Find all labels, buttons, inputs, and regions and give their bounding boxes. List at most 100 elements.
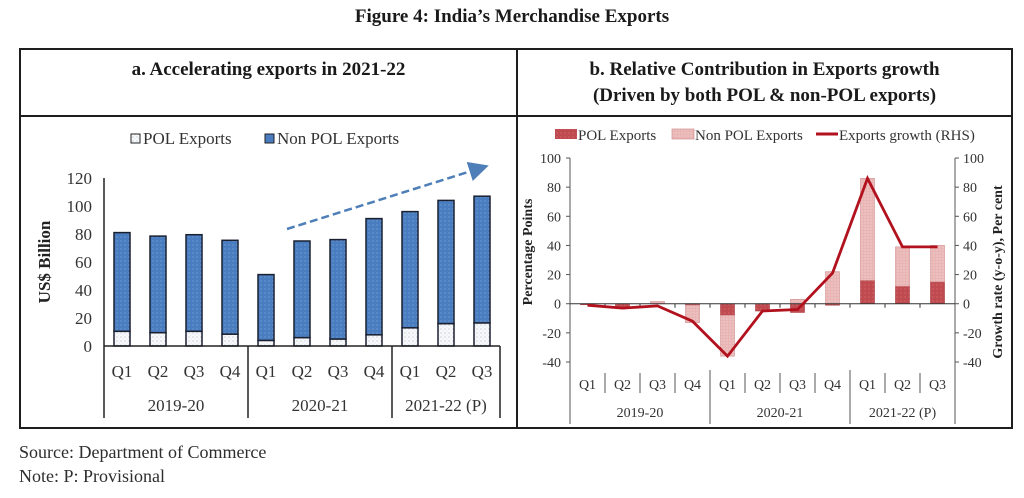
y-tick-label-right: -20 — [963, 327, 982, 342]
x-tick-label: Q1 — [579, 378, 596, 393]
bar-nonpol — [113, 231, 131, 333]
legend-swatch-pol — [555, 129, 577, 139]
y-tick-label: 60 — [547, 210, 561, 225]
y-axis-label: US$ Billion — [35, 220, 54, 303]
y-tick-label: -40 — [542, 356, 561, 371]
x-tick-label: Q2 — [754, 378, 771, 393]
y-tick-label-right: 40 — [963, 239, 977, 254]
bar-pol — [329, 338, 347, 347]
x-tick-label: Q4 — [364, 362, 385, 381]
figure-title: Figure 4: India’s Merchandise Exports — [354, 6, 670, 27]
x-tick-label: Q3 — [649, 378, 666, 393]
chart-a: POL Exports Non POL Exports US$ Billion 0 20… — [35, 129, 501, 418]
legend-label-pol: POL Exports — [143, 129, 232, 148]
x-tick-label: Q3 — [789, 378, 806, 393]
y-tick-label: -20 — [542, 327, 561, 342]
bar-nonpol — [149, 235, 167, 334]
bar-pol — [221, 333, 239, 347]
legend: POL Exports Non POL Exports — [130, 129, 399, 148]
bar-pol — [293, 336, 311, 347]
x-tick-label: Q1 — [400, 362, 421, 381]
y-tick-label: 60 — [75, 253, 92, 272]
figure-frame: a. Accelerating exports in 2021-22 b. Re… — [19, 48, 1013, 429]
y-tick-label: 20 — [547, 269, 561, 284]
y-tick-label-right: 0 — [963, 298, 970, 313]
x-group-label: 2020-21 — [292, 396, 349, 415]
legend-swatch-nonpol — [264, 133, 275, 144]
x-tick-label: Q2 — [894, 378, 911, 393]
bar-nonpol — [329, 238, 347, 340]
legend-swatch-nonpol — [671, 128, 695, 140]
panel-a-title: a. Accelerating exports in 2021-22 — [131, 59, 406, 80]
panel-b-title-line1: b. Relative Contribution in Exports grow… — [589, 59, 940, 80]
legend-label-pol: POL Exports — [578, 128, 656, 144]
y-axis-label: Percentage Points — [521, 198, 536, 305]
y-tick-label: 20 — [75, 309, 92, 328]
x-tick-label: Q4 — [824, 378, 841, 393]
bar-pol — [365, 334, 383, 347]
provisional-note: Note: P: Provisional — [19, 466, 166, 486]
bar-pol — [437, 322, 455, 347]
bar-nonpol — [257, 273, 275, 342]
x-group-label: 2019-20 — [148, 396, 205, 415]
y-tick-label: 0 — [554, 298, 561, 313]
x-tick-label: Q2 — [148, 362, 169, 381]
bar-pol — [895, 285, 910, 305]
y-tick-label: 120 — [67, 169, 93, 188]
panel-b-title-line2: (Driven by both POL & non-POL exports) — [592, 85, 937, 106]
x-group-label: 2021-22 (P) — [405, 396, 487, 415]
legend: POL Exports Non POL Exports Exports growth… — [555, 128, 975, 144]
y-tick-label-right: 100 — [963, 152, 984, 167]
panel-divider — [516, 50, 518, 427]
bar-nonpol — [221, 239, 239, 335]
bar-pol — [473, 322, 491, 347]
y-tick-label: 0 — [84, 337, 93, 356]
source-note: Source: Department of Commerce — [19, 442, 267, 462]
x-group-label: 2021-22 (P) — [869, 406, 937, 421]
bar-pol — [149, 331, 167, 347]
trend-arrow — [286, 161, 489, 231]
x-tick-label: Q1 — [256, 362, 277, 381]
bar-nonpol — [895, 246, 910, 287]
y-tick-label: 40 — [547, 239, 561, 254]
bar-nonpol — [401, 210, 419, 329]
bar-nonpol — [473, 195, 491, 324]
bar-nonpol — [365, 217, 383, 336]
x-tick-label: Q2 — [436, 362, 457, 381]
bar-pol — [257, 339, 275, 347]
x-group-label: 2020-21 — [757, 406, 804, 421]
y-tick-label: 100 — [67, 197, 93, 216]
growth-line — [587, 174, 938, 359]
y-tick-label-right: 20 — [963, 269, 977, 284]
x-tick-label: Q2 — [614, 378, 631, 393]
bar-pol — [930, 281, 945, 305]
bar-nonpol — [293, 240, 311, 339]
legend-label-nonpol: Non POL Exports — [277, 129, 399, 148]
x-tick-label: Q4 — [684, 378, 701, 393]
x-tick-label: Q1 — [859, 378, 876, 393]
x-group-label: 2019-20 — [617, 406, 664, 421]
bar-pol — [185, 330, 203, 347]
y-tick-label-right: 80 — [963, 181, 977, 196]
y-tick-label: 100 — [540, 152, 561, 167]
legend-label-nonpol: Non POL Exports — [695, 128, 803, 144]
x-tick-label: Q3 — [472, 362, 493, 381]
legend-swatch-pol — [130, 133, 141, 144]
bar-pol — [113, 330, 131, 347]
x-tick-label: Q3 — [929, 378, 946, 393]
y-tick-label-right: -40 — [963, 356, 982, 371]
y-tick-label: 40 — [75, 281, 92, 300]
bar-nonpol — [930, 245, 945, 283]
panel-b-title: b. Relative Contribution in Exports grow… — [518, 57, 1011, 109]
chart-b: POL Exports Non POL Exports Exports growth… — [521, 128, 1006, 424]
x-tick-label: Q1 — [719, 378, 736, 393]
y-axis-label-right: Growth rate (y-o-y), Per cent — [991, 185, 1006, 359]
bar-pol — [720, 303, 735, 316]
x-tick-label: Q3 — [328, 362, 349, 381]
y-tick-label-right: 60 — [963, 210, 977, 225]
y-tick-label: 80 — [547, 181, 561, 196]
bar-nonpol — [437, 199, 455, 325]
bar-nonpol — [185, 233, 203, 333]
x-tick-label: Q4 — [220, 362, 241, 381]
x-tick-label: Q2 — [292, 362, 313, 381]
